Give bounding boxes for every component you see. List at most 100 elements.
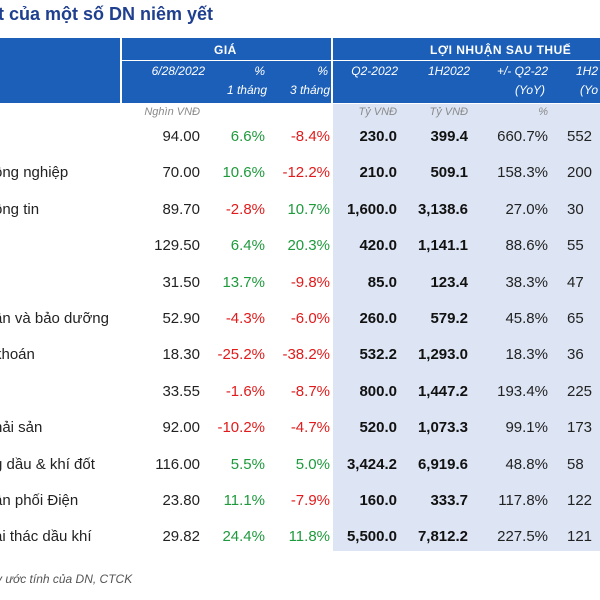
table-row: hải sản 92.00 -10.2% -4.7% 520.0 1,073.3 99.1%…: [0, 414, 600, 450]
cell-q2: 230.0: [359, 128, 397, 145]
cell-last: 122: [567, 492, 593, 509]
cell-q2: 520.0: [359, 419, 397, 437]
col-header-pct3-label: 3 tháng: [289, 83, 330, 97]
cell-last: 173: [567, 419, 593, 437]
company-name: ai thác dầu khí: [0, 528, 92, 546]
cell-q2: 532.2: [359, 346, 397, 364]
footnote: y ước tính của DN, CTCK: [0, 572, 133, 586]
table-row: ai thác dầu khí 29.82 24.4% 11.8% 5,500.0 7,8…: [0, 523, 600, 559]
cell-price: 129.50: [154, 237, 200, 255]
cell-last: 36: [567, 346, 584, 364]
cell-h1: 509.1: [430, 164, 468, 182]
cell-last: 58: [567, 455, 584, 473]
cell-h1: 3,138.6: [417, 200, 468, 218]
table-row: g dầu & khí đốt 116.00 5.5% 5.0% 3,424.2 6,91…: [0, 451, 600, 487]
cell-m1: -10.2%: [217, 419, 265, 437]
cell-q2: 210.0: [359, 164, 397, 182]
cell-last: 200: [567, 164, 593, 182]
cell-m3: 5.0%: [295, 455, 330, 473]
company-name: khoán: [0, 346, 35, 364]
group-header-loi-nhuan: LỢI NHUẬN SAU THUẾ: [430, 43, 572, 57]
cell-m3: 10.7%: [287, 200, 330, 218]
cell-yoy: 227.5%: [497, 528, 548, 546]
col-header-yoy-label: (YoY): [514, 83, 545, 97]
unit-price: Nghìn VNĐ: [144, 106, 200, 118]
cell-price: 33.55: [162, 382, 200, 400]
col-header-pct1: %: [254, 64, 265, 78]
cell-m1: 24.4%: [222, 528, 265, 546]
table-row: khoán 18.30 -25.2% -38.2% 532.2 1,293.0 18.3% 3…: [0, 341, 600, 377]
cell-yoy: 88.6%: [505, 237, 548, 255]
cell-m3: -6.0%: [290, 310, 330, 327]
unit-yoy: %: [538, 106, 548, 118]
cell-h1: 123.4: [430, 273, 468, 291]
cell-m1: 11.1%: [223, 492, 265, 509]
cell-m3: -8.4%: [290, 128, 330, 145]
cell-yoy: 158.3%: [497, 164, 548, 182]
cell-yoy: 48.8%: [505, 455, 548, 473]
cell-q2: 800.0: [359, 382, 397, 400]
col-header-last: 1H2: [576, 64, 599, 78]
cell-m3: -7.9%: [290, 492, 330, 509]
cell-last: 225: [567, 382, 593, 400]
cell-m1: -2.8%: [225, 200, 265, 218]
header-separator: [331, 38, 333, 103]
cell-yoy: 27.0%: [505, 200, 548, 218]
cell-h1: 579.2: [430, 310, 468, 327]
cell-price: 23.80: [162, 492, 200, 509]
col-header-1h: 1H2022: [427, 64, 470, 78]
cell-yoy: 117.8%: [498, 492, 548, 509]
company-name: ông tin: [0, 200, 40, 218]
cell-yoy: 660.7%: [497, 128, 548, 145]
cell-h1: 1,141.1: [417, 237, 468, 255]
col-header-date: 6/28/2022: [151, 64, 205, 78]
table-row: ông nghiệp 70.00 10.6% -12.2% 210.0 509.1 158.…: [0, 159, 600, 195]
cell-price: 31.50: [162, 273, 200, 291]
cell-q2: 420.0: [359, 237, 397, 255]
cell-yoy: 18.3%: [505, 346, 548, 364]
cell-m1: 5.5%: [230, 455, 265, 473]
cell-m3: -12.2%: [282, 164, 330, 182]
cell-m3: -9.8%: [290, 273, 330, 291]
cell-h1: 333.7: [430, 492, 468, 509]
cell-q2: 85.0: [367, 273, 397, 291]
cell-m1: -25.2%: [217, 346, 265, 364]
col-header-yoy: +/- Q2-22: [496, 64, 548, 78]
cell-m1: -1.6%: [225, 382, 265, 400]
cell-h1: 399.4: [430, 128, 468, 145]
cell-price: 70.00: [162, 164, 200, 182]
cell-q2: 5,500.0: [346, 528, 397, 546]
cell-m3: -38.2%: [282, 346, 330, 364]
group-header-gia: GIÁ: [214, 43, 237, 57]
profit-section-shading: [333, 104, 600, 551]
cell-m3: 11.8%: [288, 528, 330, 546]
col-header-last-label: (Yo: [580, 83, 599, 97]
unit-1h: Tỷ VNĐ: [429, 106, 469, 118]
unit-q2: Tỷ VNĐ: [358, 106, 398, 118]
cell-last: 47: [567, 273, 584, 291]
table-row: 33.55 -1.6% -8.7% 800.0 1,447.2 193.4% 225: [0, 378, 600, 414]
cell-q2: 160.0: [359, 492, 397, 509]
cell-m3: -4.7%: [290, 419, 330, 437]
cell-price: 18.30: [162, 346, 200, 364]
header-divider: [122, 60, 331, 61]
table-row: ông tin 89.70 -2.8% 10.7% 1,600.0 3,138.6 27.0…: [0, 196, 600, 232]
cell-price: 29.82: [162, 528, 200, 546]
cell-h1: 1,073.3: [417, 419, 468, 437]
cell-h1: 6,919.6: [417, 455, 468, 473]
company-name: ần và bảo dưỡng: [0, 310, 109, 327]
company-name: ân phối Điện: [0, 492, 79, 509]
cell-m3: 20.3%: [287, 237, 330, 255]
cell-last: 30: [567, 200, 584, 218]
cell-last: 121: [567, 528, 593, 546]
col-header-pct1-label: 1 tháng: [226, 83, 267, 97]
cell-yoy: 193.4%: [497, 382, 548, 400]
cell-q2: 1,600.0: [346, 200, 397, 218]
cell-yoy: 45.8%: [505, 310, 548, 327]
table-header: [0, 38, 600, 103]
col-header-pct3: %: [317, 64, 328, 78]
table-row: ân phối Điện 23.80 11.1% -7.9% 160.0 333.7 117…: [0, 487, 600, 523]
cell-last: 552: [567, 128, 593, 145]
cell-h1: 7,812.2: [417, 528, 468, 546]
company-name: g dầu & khí đốt: [0, 455, 95, 473]
